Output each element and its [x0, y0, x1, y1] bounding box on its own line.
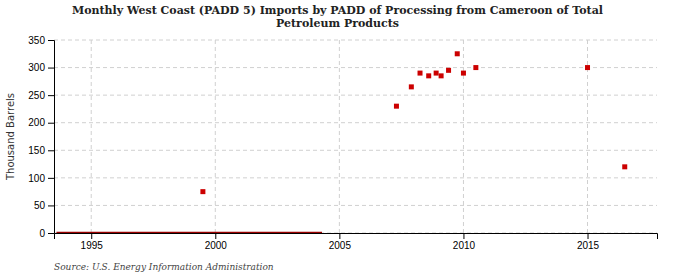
chart-title: Monthly West Coast (PADD 5) Imports by P…	[72, 4, 603, 30]
y-tick-mark	[48, 205, 54, 206]
source-note: Source: U.S. Energy Information Administ…	[54, 262, 274, 272]
chart-svg: Monthly West Coast (PADD 5) Imports by P…	[0, 0, 675, 275]
y-tick: 350	[28, 35, 54, 46]
line	[56, 232, 322, 233]
grid-line-y	[54, 205, 657, 206]
y-tick-label: 200	[28, 117, 45, 128]
point	[434, 71, 439, 76]
y-tick: 100	[28, 173, 54, 184]
x-tick: 2015	[577, 233, 600, 251]
y-tick-label: 150	[28, 145, 45, 156]
grid-line-x	[339, 40, 340, 233]
x-tick-label: 2015	[577, 240, 600, 251]
chart-container: Monthly West Coast (PADD 5) Imports by P…	[0, 0, 675, 275]
point	[473, 65, 478, 70]
y-tick-mark	[48, 40, 54, 41]
y-tick: 250	[28, 90, 54, 101]
x-tick: 2010	[453, 233, 476, 251]
grid-line-y	[54, 150, 657, 151]
grid-line-y	[54, 40, 657, 41]
point	[446, 68, 451, 73]
x-tick-label: 2005	[329, 240, 352, 251]
y-tick-label: 100	[28, 173, 45, 184]
point	[426, 73, 431, 78]
point	[461, 71, 466, 76]
y-tick-mark	[48, 68, 54, 69]
grid-line-x	[215, 40, 216, 233]
marks	[56, 51, 627, 233]
x-axis-line	[55, 234, 658, 240]
y-tick-label: 350	[28, 35, 45, 46]
x-tick-mark	[339, 233, 340, 239]
x-tick-mark	[91, 233, 92, 239]
x-tick: 2005	[329, 233, 352, 251]
point	[394, 104, 399, 109]
x-tick-mark	[588, 233, 589, 239]
y-tick-mark	[48, 123, 54, 124]
y-tick-label: 0	[39, 228, 45, 239]
y-tick: 300	[28, 62, 54, 73]
y-tick-mark	[48, 233, 54, 234]
y-tick-mark	[48, 150, 54, 151]
grid-line-y	[54, 67, 657, 68]
point	[622, 164, 627, 169]
grid-line-y	[54, 177, 657, 178]
y-axis-line	[48, 41, 55, 234]
y-tick-mark	[48, 178, 54, 179]
y-tick: 150	[28, 145, 54, 156]
point	[439, 73, 444, 78]
y-tick: 50	[34, 200, 54, 211]
y-tick: 200	[28, 117, 54, 128]
x-tick-label: 2010	[453, 240, 476, 251]
grid-line-y	[54, 95, 657, 96]
y-tick-mark	[48, 95, 54, 96]
point	[455, 51, 460, 56]
grid-line-y	[54, 122, 657, 123]
x-tick: 2000	[205, 233, 228, 251]
grid-line-x	[91, 40, 92, 233]
y-tick: 0	[39, 228, 54, 239]
point	[418, 71, 423, 76]
chart-title-line: Monthly West Coast (PADD 5) Imports by P…	[72, 4, 603, 17]
y-tick-label: 50	[34, 200, 46, 211]
grid-line-x	[463, 40, 464, 233]
plot-area: 1995 2000 2005 2010 2015 0 50 100 150 200 250 300 35…	[28, 35, 657, 251]
point	[200, 189, 205, 194]
point	[585, 65, 590, 70]
x-tick-mark	[463, 233, 464, 239]
y-tick-label: 300	[28, 62, 45, 73]
x-tick-label: 2000	[205, 240, 228, 251]
chart-title-line: Petroleum Products	[276, 17, 399, 30]
y-axis: 0 50 100 150 200 250 300 350	[28, 35, 54, 239]
y-tick-label: 250	[28, 90, 45, 101]
grid	[54, 40, 657, 233]
x-axis: 1995 2000 2005 2010 2015	[55, 233, 658, 251]
x-tick-label: 1995	[81, 240, 104, 251]
x-tick: 1995	[81, 233, 104, 251]
x-tick-mark	[215, 233, 216, 239]
point	[409, 84, 414, 89]
y-axis-title: Thousand Barrels	[5, 93, 16, 181]
